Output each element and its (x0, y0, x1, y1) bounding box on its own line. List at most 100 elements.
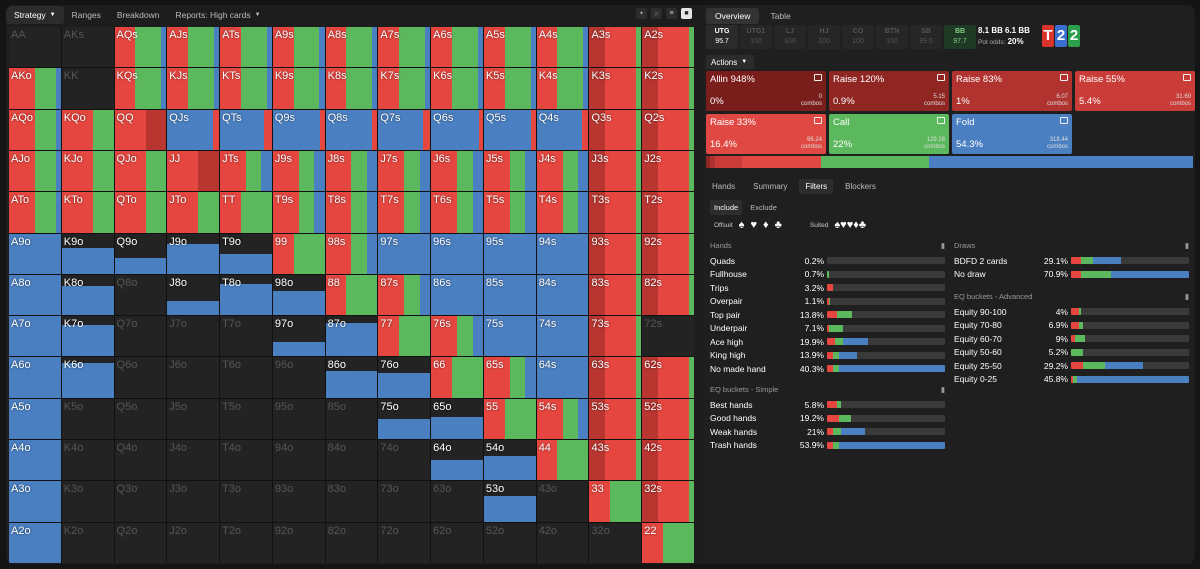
seat-lj[interactable]: LJ 100 (774, 25, 806, 49)
hand-cell[interactable]: 73s (589, 316, 642, 357)
tab-hands[interactable]: Hands (712, 182, 736, 191)
hand-cell[interactable]: 87s (378, 274, 431, 316)
hand-cell[interactable]: 87o (325, 316, 378, 357)
hand-cell[interactable]: AA (9, 27, 61, 68)
hand-cell[interactable]: 98o (272, 274, 325, 316)
hand-cell[interactable]: J5s (483, 150, 536, 192)
hand-cell[interactable]: Q6o (114, 357, 167, 398)
hand-cell[interactable]: J6s (431, 150, 483, 192)
seat-co[interactable]: CO 100 (842, 25, 874, 49)
hand-cell[interactable]: 54o (483, 440, 536, 481)
hand-cell[interactable]: T4o (220, 440, 272, 481)
hand-cell[interactable]: 64o (431, 440, 483, 481)
hand-cell[interactable]: A4s (536, 27, 589, 68)
hand-cell[interactable]: K6o (61, 357, 114, 398)
suit-filter-icon[interactable]: ♥ (750, 219, 758, 231)
hand-cell[interactable]: AJs (167, 27, 220, 68)
tab-strategy[interactable]: Strategy ▼ (6, 6, 64, 24)
hand-cell[interactable]: T5o (220, 398, 272, 440)
hand-cell[interactable]: 54s (536, 398, 589, 440)
hand-cell[interactable]: K7o (61, 316, 114, 357)
hand-cell[interactable]: 66 (431, 357, 483, 398)
tab-breakdown[interactable]: Breakdown (109, 6, 168, 24)
hand-cell[interactable]: J9s (272, 150, 325, 192)
view-compact-icon[interactable]: ▪ (636, 8, 647, 19)
hand-cell[interactable]: Q8s (325, 109, 378, 150)
tab-ranges[interactable]: Ranges (64, 6, 109, 24)
hand-cell[interactable]: 97o (272, 316, 325, 357)
seat-btn[interactable]: BTN 100 (876, 25, 908, 49)
hand-cell[interactable]: A8s (325, 27, 378, 68)
hand-cell[interactable]: 85s (483, 274, 536, 316)
hand-cell[interactable]: A7s (378, 27, 431, 68)
tab-reports-high-cards[interactable]: Reports: High cards ▼ (167, 6, 268, 24)
hand-cell[interactable]: A5o (9, 398, 61, 440)
hand-cell[interactable]: 65o (431, 398, 483, 440)
hand-cell[interactable]: 63s (589, 357, 642, 398)
hand-cell[interactable]: 63o (431, 481, 483, 522)
hand-cell[interactable]: J6o (167, 357, 220, 398)
hand-cell[interactable]: JTs (220, 150, 272, 192)
hand-cell[interactable]: Q4s (536, 109, 589, 150)
hand-cell[interactable]: J7s (378, 150, 431, 192)
details-icon[interactable] (937, 74, 945, 81)
hand-cell[interactable]: 98s (325, 233, 378, 274)
hand-cell[interactable]: 93s (589, 233, 642, 274)
hand-cell[interactable]: KJs (167, 68, 220, 109)
hand-cell[interactable]: K9s (272, 68, 325, 109)
details-icon[interactable] (1183, 74, 1191, 81)
hand-cell[interactable]: Q5s (483, 109, 536, 150)
hand-cell[interactable]: 92s (642, 233, 694, 274)
action-call[interactable]: Call 22% 129.28 combos (829, 114, 949, 154)
hand-cell[interactable]: Q3o (114, 481, 167, 522)
hand-cell[interactable]: T3o (220, 481, 272, 522)
details-icon[interactable] (1060, 117, 1068, 124)
hand-cell[interactable]: K3s (589, 68, 642, 109)
hand-cell[interactable]: Q2o (114, 522, 167, 563)
hand-cell[interactable]: 74o (378, 440, 431, 481)
hand-cell[interactable]: 52o (483, 522, 536, 563)
hand-cell[interactable]: 44 (536, 440, 589, 481)
hand-cell[interactable]: KTs (220, 68, 272, 109)
hand-cell[interactable]: QJo (114, 150, 167, 192)
hand-cell[interactable]: KQs (114, 68, 167, 109)
hand-cell[interactable]: A3s (589, 27, 642, 68)
hand-cell[interactable]: 83s (589, 274, 642, 316)
hand-cell[interactable]: 64s (536, 357, 589, 398)
hand-cell[interactable]: J5o (167, 398, 220, 440)
hand-cell[interactable]: 96o (272, 357, 325, 398)
hand-cell[interactable]: T6o (220, 357, 272, 398)
hand-cell[interactable]: J7o (167, 316, 220, 357)
seat-utg1[interactable]: UTG1 100 (740, 25, 772, 49)
hand-cell[interactable]: ATo (9, 192, 61, 233)
hand-cell[interactable]: K3o (61, 481, 114, 522)
suit-filter-icon[interactable]: ♠ (738, 219, 745, 231)
hand-cell[interactable]: T9o (220, 233, 272, 274)
hand-cell[interactable]: K5s (483, 68, 536, 109)
hand-cell[interactable]: 62o (431, 522, 483, 563)
hand-cell[interactable]: 22 (642, 522, 694, 563)
action-raise-120-[interactable]: Raise 120% 0.9% 5.15 combos (829, 71, 949, 111)
hand-cell[interactable]: 94o (272, 440, 325, 481)
hand-cell[interactable]: 32o (589, 522, 642, 563)
hand-cell[interactable]: QQ (114, 109, 167, 150)
hand-cell[interactable]: 73o (378, 481, 431, 522)
hand-cell[interactable]: 65s (483, 357, 536, 398)
tab-summary[interactable]: Summary (753, 182, 788, 191)
details-icon[interactable] (814, 117, 822, 124)
tab-blockers[interactable]: Blockers (845, 182, 876, 191)
hand-cell[interactable]: Q8o (114, 274, 167, 316)
hand-cell[interactable]: A2o (9, 522, 61, 563)
hand-cell[interactable]: 43o (536, 481, 589, 522)
hand-cell[interactable]: KQo (61, 109, 114, 150)
hand-cell[interactable]: A9s (272, 27, 325, 68)
hand-cell[interactable]: QJs (167, 109, 220, 150)
seat-bb[interactable]: BB 97.7 (944, 25, 976, 49)
action-raise-83-[interactable]: Raise 83% 1% 6.07 combos (952, 71, 1072, 111)
exclude-button[interactable]: Exclude (750, 203, 777, 212)
hand-cell[interactable]: A9o (9, 233, 61, 274)
action-raise-55-[interactable]: Raise 55% 5.4% 31.69 combos (1075, 71, 1195, 111)
hand-cell[interactable]: 53o (483, 481, 536, 522)
hand-cell[interactable]: 72o (378, 522, 431, 563)
hand-cell[interactable]: K5o (61, 398, 114, 440)
